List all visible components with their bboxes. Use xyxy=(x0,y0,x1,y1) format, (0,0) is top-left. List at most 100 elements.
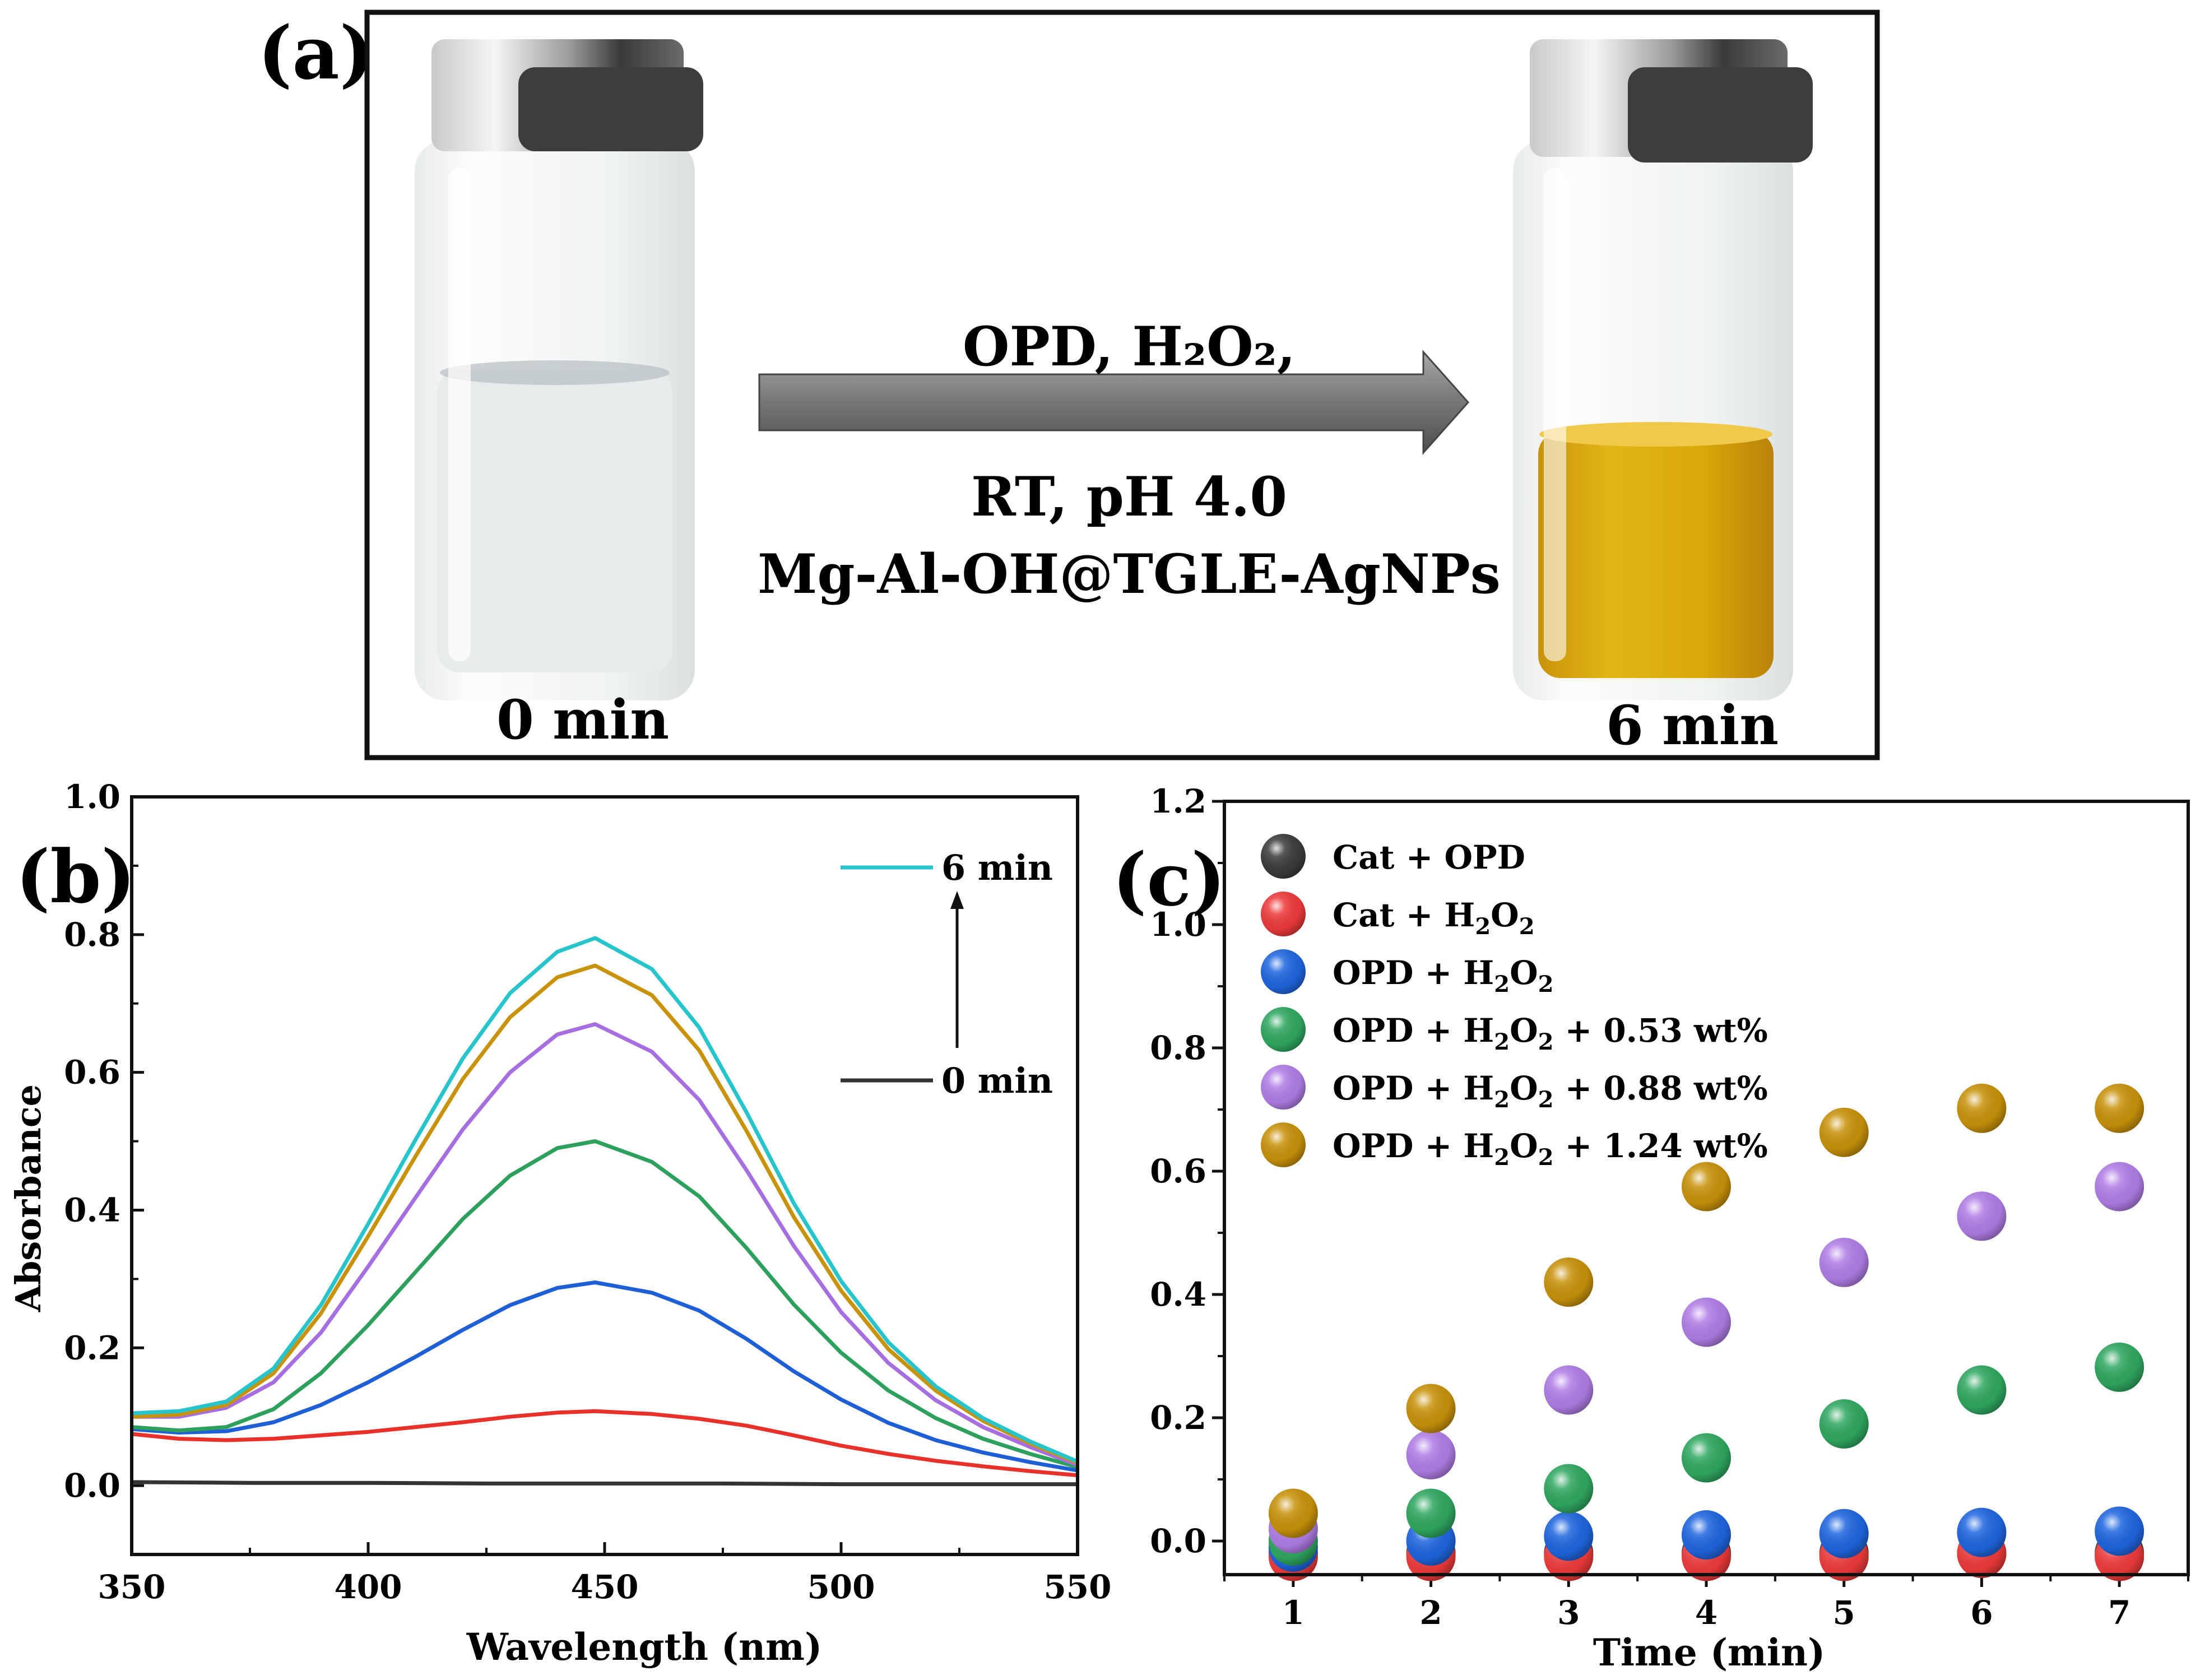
panel-c-point-shade xyxy=(1819,1237,1869,1287)
panel-c-legend-label: OPD + H2O2 xyxy=(1333,954,1553,997)
panel-c-y-tick-label: 0.2 xyxy=(1150,1399,1206,1437)
panel-b-x-tick-label: 350 xyxy=(98,1568,165,1606)
panel-c-point-shade xyxy=(1819,1509,1869,1558)
panel-b-series-6-min xyxy=(131,936,1079,1464)
panel-c-x-tick-label: 6 xyxy=(1970,1594,1993,1632)
panel-c-point-OPD-H2O2-0-88-wt- xyxy=(1406,1430,1456,1479)
solution-after xyxy=(1538,431,1774,678)
panel-c-point-shade xyxy=(1819,1399,1869,1449)
panel-c-point-OPD-H2O2 xyxy=(1682,1510,1731,1560)
panel-c-legend-item: OPD + H2O2 xyxy=(1261,949,1553,997)
panel-c-point-OPD-H2O2-1-24-wt- xyxy=(1406,1384,1456,1433)
solution-before xyxy=(437,370,672,672)
panel-c-point-OPD-H2O2-0-88-wt- xyxy=(2095,1162,2144,1212)
panel-c-x-tick-label: 4 xyxy=(1695,1594,1717,1632)
panel-b-x-tick-label: 500 xyxy=(807,1568,875,1606)
panel-b-series-0-min xyxy=(131,1480,1078,1487)
panel-b-y-tick-label: 0.0 xyxy=(64,1466,120,1505)
panel-c-point-OPD-H2O2-1-24-wt- xyxy=(1544,1257,1594,1307)
vial-after xyxy=(1513,39,1813,700)
reaction-arrow xyxy=(758,350,1470,455)
reagents-label: OPD, H₂O₂, xyxy=(963,315,1296,378)
panel-c-point-shade xyxy=(1682,1510,1731,1560)
panel-c-legend-item: Cat + H2O2 xyxy=(1261,892,1535,940)
panel-b-series-1-min xyxy=(131,1409,1078,1478)
panel-c-point-OPD-H2O2 xyxy=(2095,1506,2144,1556)
panel-c-y-tick-label: 1.2 xyxy=(1150,782,1206,820)
panel-c-y-tick-label: 0.8 xyxy=(1150,1029,1206,1067)
panel-c-legend-marker-shade xyxy=(1261,1007,1306,1052)
panel-c-point-OPD-H2O2-0-88-wt- xyxy=(1957,1191,2007,1241)
panel-c-point-shade xyxy=(1406,1430,1456,1479)
panel-c-point-OPD-H2O2-0-53-wt- xyxy=(1819,1399,1869,1449)
panel-c-point-shade xyxy=(2095,1162,2144,1212)
panel-a: (a) OPD, H₂O₂, RT, pH 4.0 Mg-Al-OH@TGLE-… xyxy=(258,10,1880,760)
panel-c-legend: Cat + OPD Cat + H2O2 OPD + H2O2 OPD + H2O2 … xyxy=(1261,834,1768,1171)
panel-c-point-OPD-H2O2-0-53-wt- xyxy=(1957,1365,2007,1415)
panel-b-plot-frame xyxy=(130,795,1079,1556)
panel-b-x-axis-label: Wavelength (nm) xyxy=(466,1625,822,1669)
panel-c-point-shade xyxy=(2095,1342,2144,1392)
panel-c-legend-item: OPD + H2O2 + 0.53 wt% xyxy=(1261,1007,1768,1055)
panel-b-y-tick-label: 0.4 xyxy=(64,1191,120,1229)
panel-c-point-shade xyxy=(2095,1506,2144,1556)
panel-c-point-shade xyxy=(1682,1433,1731,1483)
panel-c-point-OPD-H2O2-0-88-wt- xyxy=(1682,1297,1731,1347)
legend-time-arrowhead xyxy=(950,891,964,909)
panel-c-point-OPD-H2O2-0-53-wt- xyxy=(2095,1342,2144,1392)
panel-c-legend-label: OPD + H2O2 + 0.53 wt% xyxy=(1333,1011,1768,1055)
panel-c-point-shade xyxy=(1957,1507,2007,1557)
panel-b-y-tick-label: 0.2 xyxy=(64,1329,120,1367)
panel-c-point-OPD-H2O2-0-53-wt- xyxy=(1682,1433,1731,1483)
panel-c-legend-item: OPD + H2O2 + 1.24 wt% xyxy=(1261,1122,1768,1171)
panel-c-point-shade xyxy=(1268,1488,1318,1538)
time-label-after: 6 min xyxy=(1606,694,1779,757)
panel-b-y-tick-label: 1.0 xyxy=(64,778,120,816)
legend-label-6min: 6 min xyxy=(941,847,1053,888)
panel-c-x-tick-label: 7 xyxy=(2108,1594,2130,1632)
time-label-before: 0 min xyxy=(496,688,669,751)
panel-b-series-4-min xyxy=(132,1022,1079,1467)
panel-c-point-shade xyxy=(1544,1257,1594,1307)
panel-b-y-axis-label: Absorbance xyxy=(8,1084,49,1312)
panel-c-point-shade xyxy=(1957,1083,2007,1133)
panel-c-legend-label: OPD + H2O2 + 1.24 wt% xyxy=(1333,1127,1768,1171)
panel-b-series-3-min xyxy=(131,1139,1078,1469)
panel-b-label: (b) xyxy=(16,834,136,920)
panel-c-legend-item: Cat + OPD xyxy=(1261,834,1525,879)
panel-c-y-tick-label: 0.6 xyxy=(1150,1152,1206,1190)
vial-before xyxy=(415,39,703,700)
panel-c-legend-label: OPD + H2O2 + 0.88 wt% xyxy=(1333,1069,1768,1113)
panel-c-point-OPD-H2O2-0-53-wt- xyxy=(1544,1464,1594,1514)
legend-label-0min: 0 min xyxy=(941,1060,1053,1101)
panel-c-point-OPD-H2O2-0-88-wt- xyxy=(1819,1237,1869,1287)
panel-c-point-OPD-H2O2-1-24-wt- xyxy=(1819,1107,1869,1157)
panel-c-y-tick-label: 1.0 xyxy=(1150,906,1206,944)
panel-b-series-2-min xyxy=(131,1280,1078,1473)
panel-c-point-shade xyxy=(1957,1365,2007,1415)
panel-b-x-tick-label: 450 xyxy=(570,1568,638,1606)
panel-c-x-tick-label: 5 xyxy=(1833,1594,1855,1632)
panel-c-x-tick-label: 3 xyxy=(1557,1594,1580,1632)
panel-c-legend-item: OPD + H2O2 + 0.88 wt% xyxy=(1261,1065,1768,1113)
panel-c-point-shade xyxy=(1819,1107,1869,1157)
panel-c-point-shade xyxy=(2095,1083,2144,1133)
panel-c-point-shade xyxy=(1957,1191,2007,1241)
panel-b-y-tick-label: 0.8 xyxy=(64,916,120,954)
conditions-label: RT, pH 4.0 xyxy=(971,465,1287,528)
panel-c-y-tick-label: 0.4 xyxy=(1150,1275,1206,1314)
panel-c-plot-frame xyxy=(1223,800,2190,1576)
panel-c-legend-label: Cat + OPD xyxy=(1333,838,1525,876)
panel-c-legend-marker-shade xyxy=(1261,949,1306,994)
panel-b-x-tick-label: 550 xyxy=(1043,1568,1111,1606)
panel-c-point-OPD-H2O2-1-24-wt- xyxy=(1957,1083,2007,1133)
panel-c-x-tick-label: 1 xyxy=(1282,1594,1305,1632)
panel-c-legend-marker-shade xyxy=(1261,892,1306,936)
panel-b-legend: 6 min 0 min xyxy=(841,847,1053,1101)
panel-c-point-shade xyxy=(1406,1488,1456,1538)
catalyst-label: Mg-Al-OH@TGLE-AgNPs xyxy=(758,542,1501,606)
panel-c-point-shade xyxy=(1544,1464,1594,1514)
panel-c-point-OPD-H2O2-0-88-wt- xyxy=(1544,1365,1594,1415)
panel-c-point-OPD-H2O2-1-24-wt- xyxy=(1682,1162,1731,1212)
